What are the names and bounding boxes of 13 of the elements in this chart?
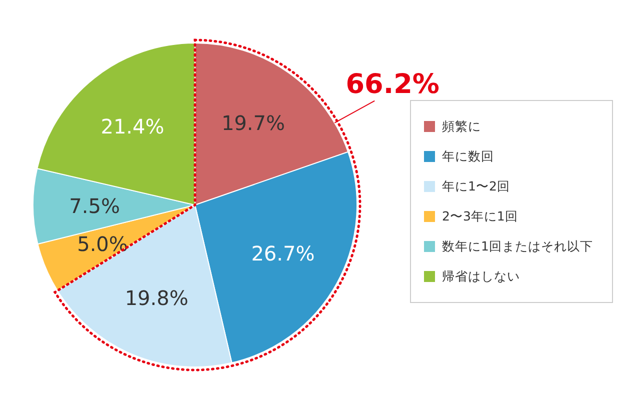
data-label: 26.7% <box>251 241 315 266</box>
legend-label: 頻繁に <box>442 118 481 134</box>
data-label: 21.4% <box>100 114 164 138</box>
data-label: 19.7% <box>221 111 285 136</box>
data-label: 7.5% <box>69 194 120 218</box>
legend-label: 帰省はしない <box>442 268 520 284</box>
legend-label: 数年に1回またはそれ以下 <box>442 238 593 254</box>
legend-label: 年に数回 <box>442 148 494 164</box>
data-label: 5.0% <box>77 232 128 256</box>
legend-label: 2〜3年に1回 <box>442 208 518 224</box>
text: 66.2% <box>346 68 440 100</box>
legend-label: 年に1〜2回 <box>442 178 510 194</box>
data-label: 19.8% <box>124 286 188 310</box>
